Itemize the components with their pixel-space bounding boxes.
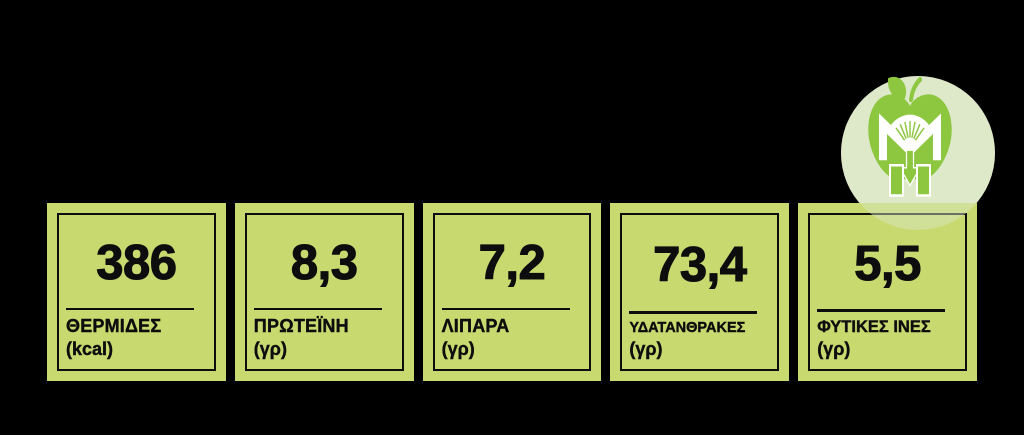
nutrient-card-fiber: 5,5 ΦΥΤΙΚΕΣ ΙΝΕΣ (γρ) (798, 203, 977, 381)
nutrient-unit: (γρ) (253, 339, 288, 359)
divider-line (629, 311, 758, 314)
nutrient-label: ΘΕΡΜΙΔΕΣ (66, 316, 162, 337)
m-foot-left (889, 163, 904, 197)
center-arrow (898, 149, 922, 187)
divider-line (441, 307, 570, 311)
nutrient-value: 7,2 (478, 236, 546, 291)
nutrient-value: 386 (96, 236, 178, 291)
card-inner-border: 386 ΘΕΡΜΙΔΕΣ (kcal) (57, 213, 216, 371)
m-foot-right (916, 163, 931, 197)
card-inner-border: 7,2 ΛΙΠΑΡΑ (γρ) (432, 213, 592, 371)
nutrient-value: 5,5 (854, 237, 922, 292)
card-inner-border: 5,5 ΦΥΤΙΚΕΣ ΙΝΕΣ (γρ) (808, 213, 967, 371)
nutrient-card-carbs: 73,4 ΥΔΑΤΑΝΘΡΑΚΕΣ (γρ) (610, 203, 790, 381)
nutrient-unit: (kcal) (66, 339, 114, 359)
nutrient-value: 8,3 (290, 236, 358, 291)
nutrient-value: 73,4 (653, 238, 748, 293)
stem-icon (909, 77, 922, 103)
divider-line (253, 307, 382, 311)
leaf-icon (887, 76, 907, 99)
nutrient-label: ΥΔΑΤΑΝΘΡΑΚΕΣ (629, 319, 746, 336)
nutrient-card-calories: 386 ΘΕΡΜΙΔΕΣ (kcal) (47, 203, 226, 381)
nutrient-unit: (γρ) (817, 339, 851, 359)
divider-line (66, 307, 194, 311)
fan-ticks (895, 121, 925, 141)
apple-m-fan-logo-icon (868, 76, 952, 197)
nutrient-label: ΦΥΤΙΚΕΣ ΙΝΕΣ (817, 317, 931, 336)
nutrient-unit: (γρ) (629, 339, 663, 359)
nutrient-label: ΛΙΠΑΡΑ (441, 316, 510, 337)
nutrient-card-protein: 8,3 ΠΡΩΤΕΪΝΗ (γρ) (234, 203, 414, 381)
divider-line (817, 309, 946, 312)
card-inner-border: 73,4 ΥΔΑΤΑΝΘΡΑΚΕΣ (γρ) (620, 213, 780, 371)
nutrient-label: ΠΡΩΤΕΪΝΗ (253, 316, 349, 337)
nutrient-card-fat: 7,2 ΛΙΠΑΡΑ (γρ) (422, 203, 602, 381)
nutrient-unit: (γρ) (441, 339, 475, 359)
card-inner-border: 8,3 ΠΡΩΤΕΪΝΗ (γρ) (244, 213, 404, 371)
nutrition-cards-row: 386 ΘΕΡΜΙΔΕΣ (kcal) 8,3 ΠΡΩΤΕΪΝΗ (γρ) 7,… (47, 203, 977, 381)
